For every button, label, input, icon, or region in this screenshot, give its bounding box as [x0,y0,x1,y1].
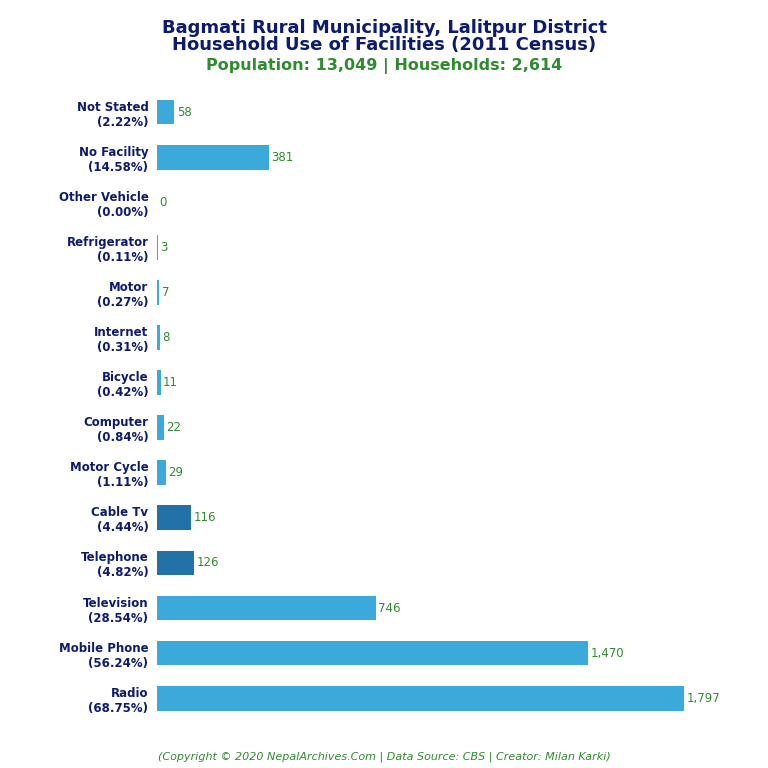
Bar [157,505,191,530]
Bar [157,370,161,395]
Bar [157,235,158,260]
Text: (Copyright © 2020 NepalArchives.Com | Data Source: CBS | Creator: Milan Karki): (Copyright © 2020 NepalArchives.Com | Da… [157,751,611,762]
Bar [157,596,376,621]
Bar [157,325,160,350]
Text: 58: 58 [177,105,191,118]
Text: 11: 11 [163,376,178,389]
Text: 381: 381 [271,151,293,164]
Text: 126: 126 [197,557,219,569]
Text: 116: 116 [194,511,217,525]
Bar [157,686,684,710]
Text: Population: 13,049 | Households: 2,614: Population: 13,049 | Households: 2,614 [206,58,562,74]
Bar [157,144,269,170]
Text: Household Use of Facilities (2011 Census): Household Use of Facilities (2011 Census… [172,36,596,54]
Text: 3: 3 [161,241,168,253]
Text: 8: 8 [162,331,170,344]
Text: 7: 7 [162,286,169,299]
Text: 1,470: 1,470 [591,647,624,660]
Text: 29: 29 [168,466,184,479]
Text: 1,797: 1,797 [687,692,720,705]
Bar [157,641,588,666]
Bar [157,280,160,305]
Bar [157,100,174,124]
Text: Bagmati Rural Municipality, Lalitpur District: Bagmati Rural Municipality, Lalitpur Dis… [161,19,607,37]
Text: 746: 746 [379,601,401,614]
Bar [157,415,164,440]
Text: 22: 22 [166,421,181,434]
Bar [157,460,166,485]
Bar [157,551,194,575]
Text: 0: 0 [159,196,167,209]
